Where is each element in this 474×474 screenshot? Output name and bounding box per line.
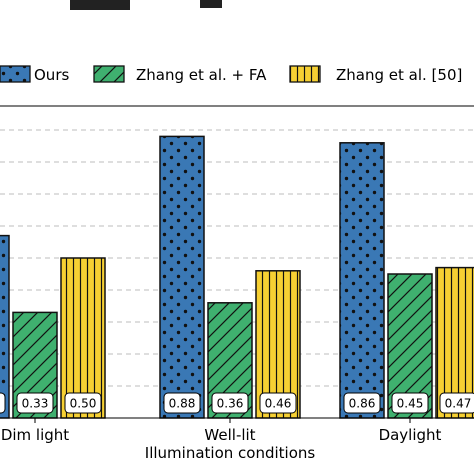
x-axis-ticks: Dim light Well-lit Daylight	[1, 418, 442, 444]
data-label: 0.50	[64, 392, 102, 414]
legend-entry-zhang-et-al-fa: Zhang et al. + FA	[93, 65, 267, 84]
x-tick-label: Dim light	[1, 426, 69, 444]
svg-text:0.86: 0.86	[349, 397, 376, 411]
data-label: 0.86	[343, 392, 381, 414]
data-label: 0.47	[439, 392, 474, 414]
svg-text:0.50: 0.50	[70, 397, 97, 411]
legend: Ours Zhang et al. + FA Zhang et al. [50]	[0, 65, 462, 84]
svg-text:Ours: Ours	[34, 66, 69, 84]
data-label: 0.45	[391, 392, 429, 414]
data-label: 0.46	[259, 392, 297, 414]
bar-ours-well-lit	[159, 135, 205, 419]
data-label: 0.36	[211, 392, 249, 414]
svg-text:Zhang et al. [50]: Zhang et al. [50]	[336, 66, 462, 84]
legend-entry-zhang-et-al-50: Zhang et al. [50]	[289, 65, 462, 84]
bars	[0, 135, 474, 419]
svg-text:0.47: 0.47	[445, 397, 472, 411]
svg-text:0.45: 0.45	[397, 397, 424, 411]
svg-text:Zhang et al. + FA: Zhang et al. + FA	[136, 66, 267, 84]
svg-text:0.46: 0.46	[265, 397, 292, 411]
data-label: 0.57	[0, 392, 6, 414]
x-axis-label: Illumination conditions	[145, 444, 316, 462]
data-label: 0.33	[16, 392, 54, 414]
legend-entry-ours: Ours	[0, 65, 69, 84]
svg-text:0.36: 0.36	[217, 397, 244, 411]
title-fragment	[70, 0, 222, 10]
x-tick-label: Daylight	[379, 426, 442, 444]
bar-zhang-et-al-50-dim-light	[60, 257, 106, 419]
data-label: 0.88	[163, 392, 201, 414]
value-labels: 0.57 0.88 0.86 0.33 0.36 0.45 0.50 0.46 0.47	[0, 392, 474, 414]
bar-ours-daylight	[339, 142, 385, 419]
svg-text:0.33: 0.33	[22, 397, 49, 411]
svg-text:0.88: 0.88	[169, 397, 196, 411]
x-tick-label: Well-lit	[204, 426, 255, 444]
plot-area: 0.57 0.88 0.86 0.33 0.36 0.45 0.50 0.46 0.47	[0, 105, 474, 419]
bar-ours-dim-light	[0, 234, 10, 419]
